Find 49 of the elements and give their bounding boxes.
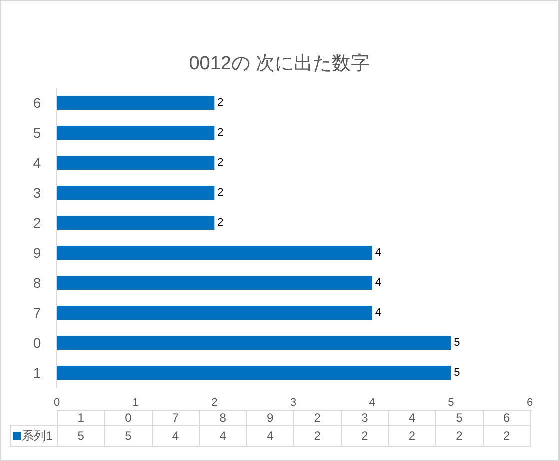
category-label: 4 — [220, 429, 226, 443]
legend-label: 系列1 — [22, 429, 53, 443]
category-label: 2 — [456, 429, 463, 443]
y-tick-label: 8 — [33, 274, 42, 291]
data-label: 4 — [375, 247, 382, 259]
category-label: 4 — [266, 429, 274, 443]
category-label: 5 — [125, 429, 132, 443]
y-tick-label: 3 — [33, 184, 42, 201]
data-label: 2 — [218, 157, 224, 169]
y-tick-label: 5 — [33, 124, 42, 141]
category-label: 3 — [362, 411, 368, 425]
y-tick-label: 2 — [33, 214, 42, 231]
category-label: 0 — [125, 411, 132, 425]
x-tick-label: 6 — [526, 397, 534, 409]
y-tick-label: 4 — [33, 154, 42, 171]
y-tick-label: 0 — [33, 334, 42, 351]
category-label: 1 — [78, 411, 84, 425]
data-label: 2 — [218, 187, 224, 199]
category-label: 2 — [314, 411, 321, 425]
category-label: 4 — [172, 429, 180, 443]
category-label: 5 — [78, 429, 84, 443]
category-label: 6 — [503, 411, 510, 425]
category-label: 2 — [314, 429, 321, 443]
category-label: 5 — [456, 411, 463, 425]
y-tick-label: 1 — [33, 364, 42, 381]
data-label: 5 — [454, 367, 460, 379]
x-tick-label: 3 — [290, 397, 297, 409]
data-label: 2 — [218, 217, 224, 229]
category-label: 2 — [408, 429, 416, 443]
x-tick-label: 1 — [132, 397, 139, 409]
x-tick-label: 4 — [369, 397, 376, 409]
data-label: 4 — [375, 307, 382, 319]
data-label: 2 — [218, 127, 224, 139]
data-label: 4 — [375, 277, 382, 289]
data-label: 5 — [454, 337, 460, 349]
category-label: 2 — [362, 429, 368, 443]
category-label: 9 — [266, 411, 274, 425]
category-label: 7 — [172, 411, 180, 425]
chart-title: 0012の 次に出た数字 — [189, 52, 370, 75]
x-tick-label: 2 — [212, 397, 218, 409]
category-label: 4 — [408, 411, 416, 425]
x-tick-label: 5 — [448, 397, 454, 409]
data-label: 2 — [218, 97, 224, 109]
y-tick-label: 9 — [33, 244, 42, 261]
y-tick-label: 6 — [33, 94, 42, 111]
category-label: 2 — [503, 429, 510, 443]
category-label: 8 — [220, 411, 226, 425]
y-tick-label: 7 — [33, 304, 42, 321]
x-tick-label: 0 — [54, 397, 60, 409]
